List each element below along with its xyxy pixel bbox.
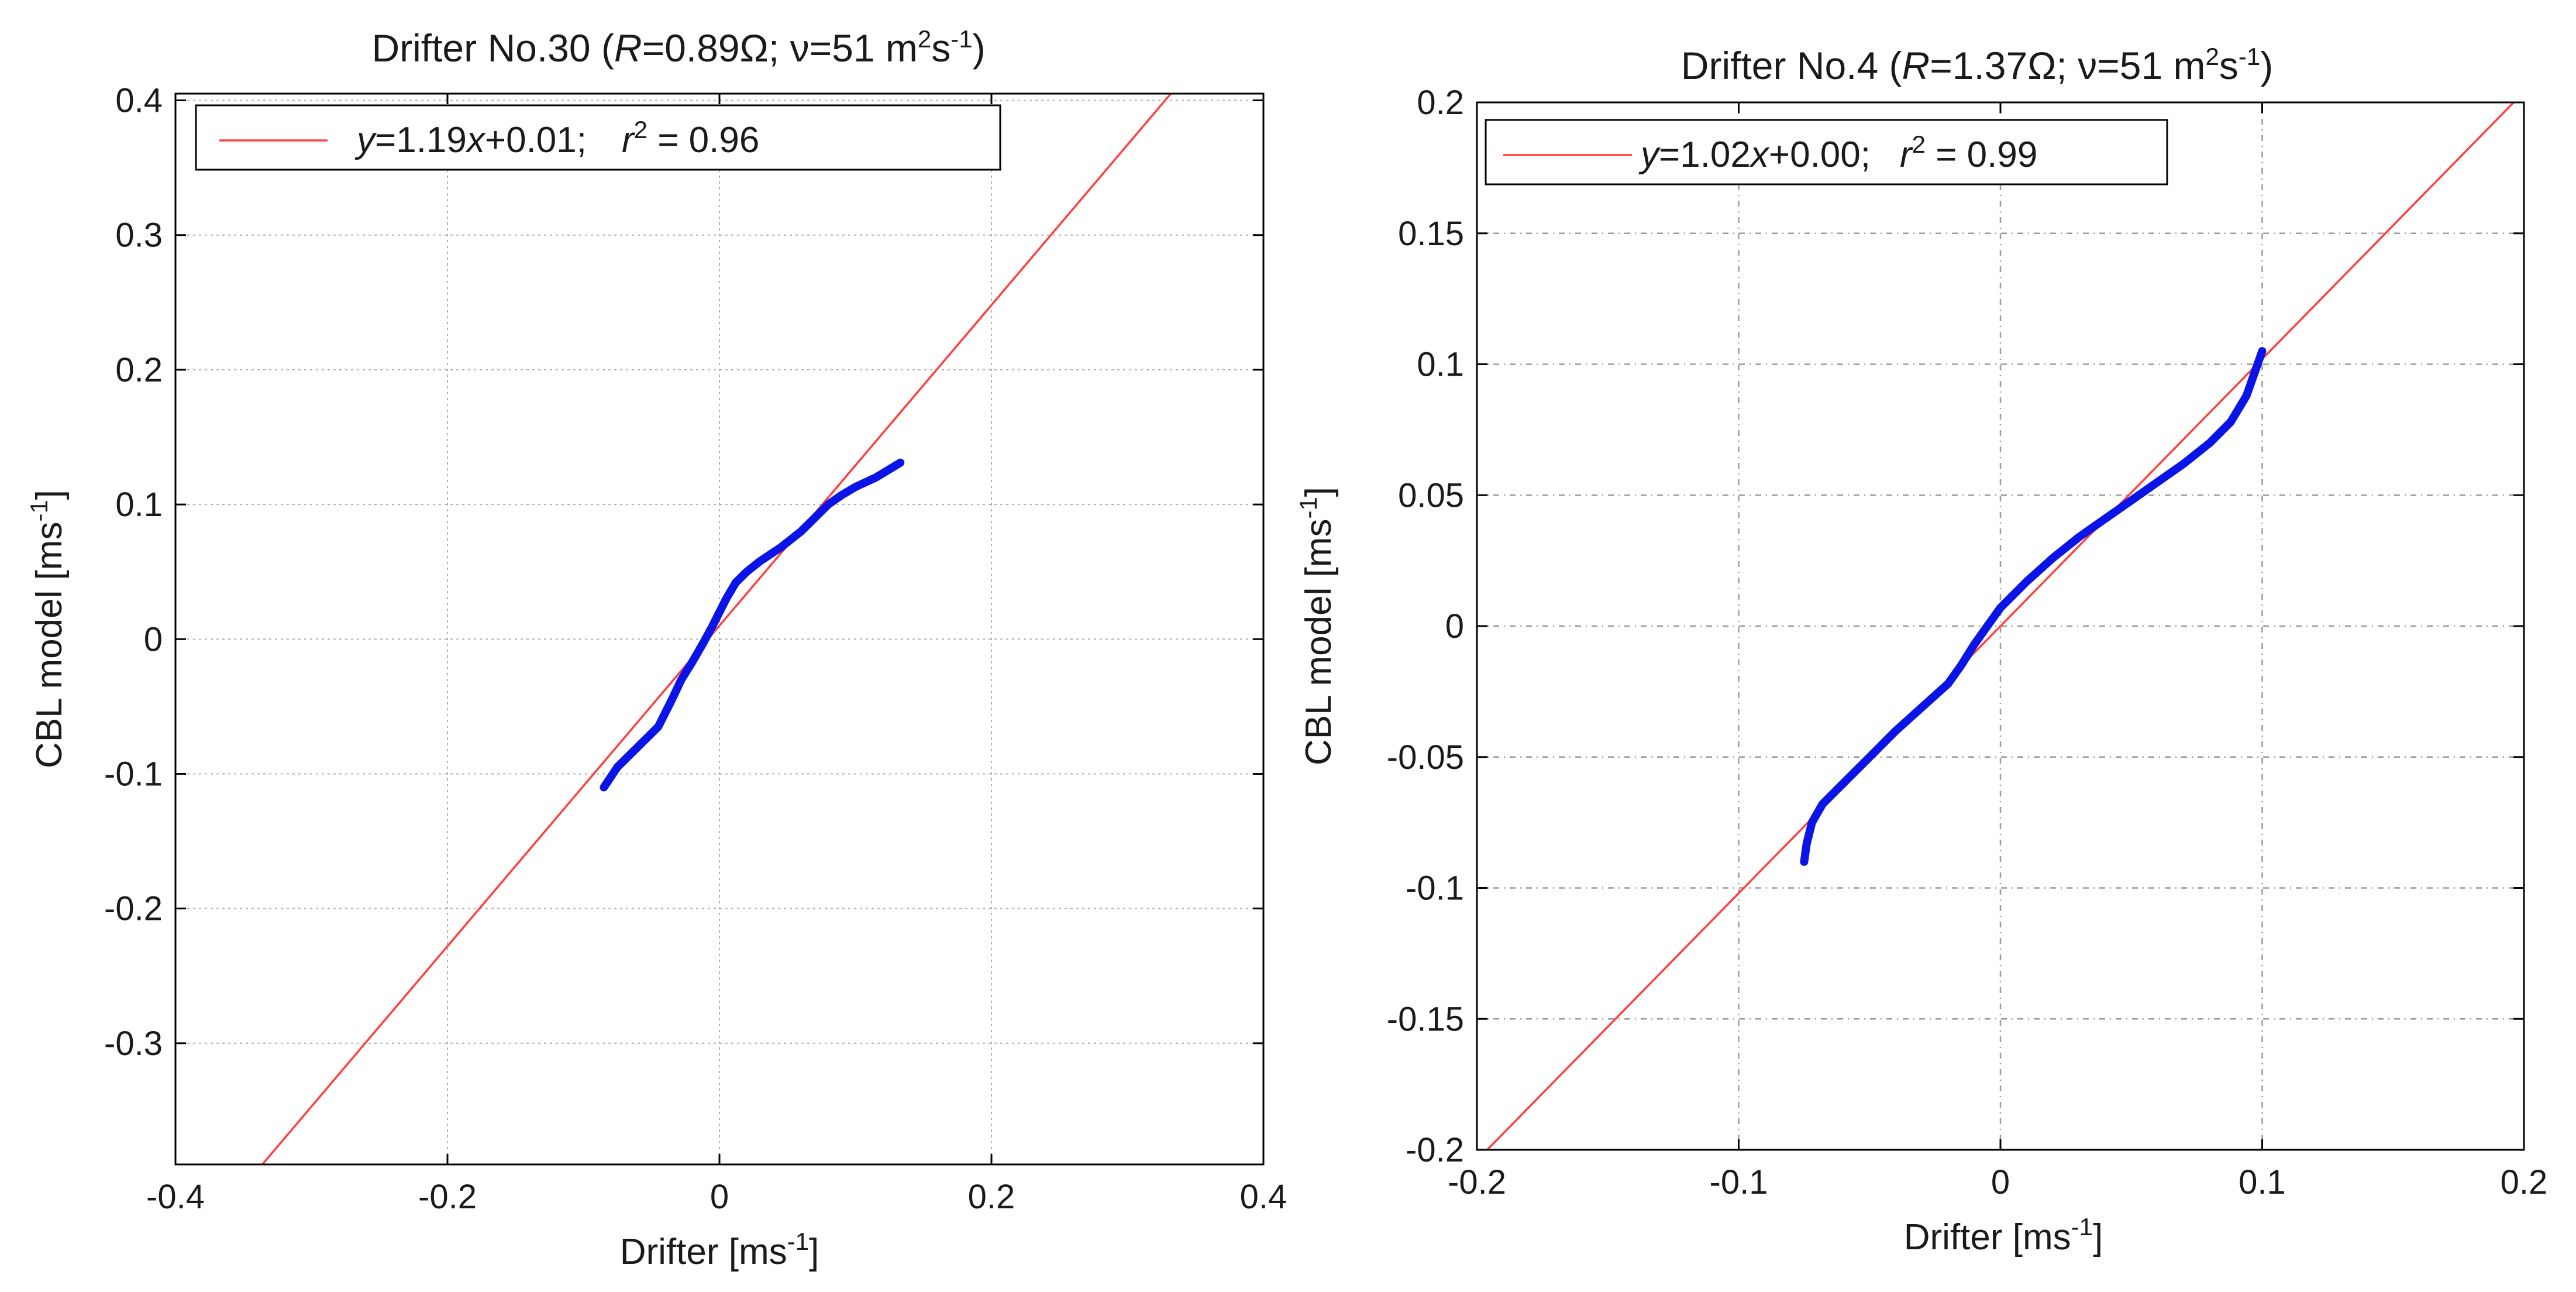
chart-right-legend-box <box>1485 119 2168 185</box>
y-tick-label: 0.2 <box>1417 84 1464 122</box>
chart-left-gridlines <box>175 94 1263 1164</box>
chart-right-legend-label: y=1.02x+0.00; r2 = 0.99 <box>1638 130 2037 175</box>
chart-right-title: Drifter No.4 (R=1.37Ω; ν=51 m2s-1) <box>1681 43 2273 87</box>
chart-left-legend-label: y=1.19x+0.01; r2 = 0.96 <box>354 116 759 160</box>
chart-left-fit-line <box>261 92 1172 1166</box>
x-tick-label: 0.2 <box>968 1178 1015 1216</box>
x-tick-label: -0.4 <box>146 1178 205 1216</box>
x-tick-label: -0.2 <box>1448 1163 1506 1201</box>
y-tick-label: 0.15 <box>1398 215 1464 253</box>
x-tick-label: -0.2 <box>418 1178 477 1216</box>
chart-left-y-tick-labels: -0.3 -0.2 -0.1 0 0.1 0.2 0.3 0.4 <box>104 82 163 1063</box>
chart-left-legend-box <box>195 104 1001 171</box>
y-tick-label: 0.1 <box>115 486 163 524</box>
chart-left-x-axis-label: Drifter [ms-1] <box>620 1228 819 1272</box>
y-tick-label: -0.15 <box>1387 1000 1464 1038</box>
x-tick-label: 0.4 <box>1240 1178 1287 1216</box>
chart-left-plot-frame <box>174 92 1265 1166</box>
chart-left-x-tick-labels: -0.4 -0.2 0 0.2 0.4 <box>146 1178 1287 1216</box>
y-tick-label: 0 <box>1445 607 1464 645</box>
chart-right-fit-line <box>1486 101 2515 1151</box>
x-tick-label: -0.1 <box>1710 1163 1768 1201</box>
chart-left-title: Drifter No.30 (R=0.89Ω; ν=51 m2s-1) <box>371 25 985 70</box>
chart-left-data-series <box>600 458 905 792</box>
chart-right: Drifter No.4 (R=1.37Ω; ν=51 m2s-1) -0.2-… <box>1294 43 2547 1257</box>
y-tick-label: 0 <box>144 620 163 658</box>
y-tick-label: -0.2 <box>104 890 163 928</box>
y-tick-label: -0.3 <box>104 1025 163 1063</box>
x-tick-label: 0 <box>1991 1163 2010 1201</box>
chart-left-y-axis-label: CBL model [ms-1] <box>25 490 70 768</box>
x-tick-label: 0.1 <box>2238 1163 2286 1201</box>
y-tick-label: -0.1 <box>104 755 163 793</box>
chart-left-legend: y=1.19x+0.01; r2 = 0.96 <box>195 104 1001 171</box>
y-tick-label: -0.1 <box>1406 870 1464 908</box>
chart-right-x-tick-labels: -0.2 -0.1 0 0.1 0.2 <box>1448 1163 2547 1201</box>
chart-right-y-tick-labels: -0.2 -0.15 -0.1 -0.05 0 0.05 0.1 0.15 0.2 <box>1387 84 1464 1169</box>
y-tick-label: -0.2 <box>1406 1131 1464 1169</box>
y-tick-label: 0.05 <box>1398 476 1464 514</box>
chart-right-y-axis-label: CBL model [ms-1] <box>1294 487 1339 765</box>
y-tick-label: -0.05 <box>1387 738 1464 776</box>
chart-left: Drifter No.30 (R=0.89Ω; ν=51 m2s-1) -0.4… <box>25 25 1287 1272</box>
chart-right-x-axis-label: Drifter [ms-1] <box>1904 1213 2103 1257</box>
chart-right-data-series <box>1800 347 2267 866</box>
y-tick-label: 0.4 <box>115 82 163 120</box>
y-tick-label: 0.1 <box>1417 346 1464 384</box>
chart-right-gridlines <box>1477 102 2524 1150</box>
x-tick-label: 0.2 <box>2501 1163 2548 1201</box>
chart-left-tickmarks <box>174 94 1265 1164</box>
y-tick-label: 0.3 <box>115 217 163 255</box>
chart-right-legend: y=1.02x+0.00; r2 = 0.99 <box>1485 119 2168 185</box>
chart-right-plot-frame <box>1476 101 2525 1151</box>
y-tick-label: 0.2 <box>115 351 163 389</box>
x-tick-label: 0 <box>710 1178 729 1216</box>
